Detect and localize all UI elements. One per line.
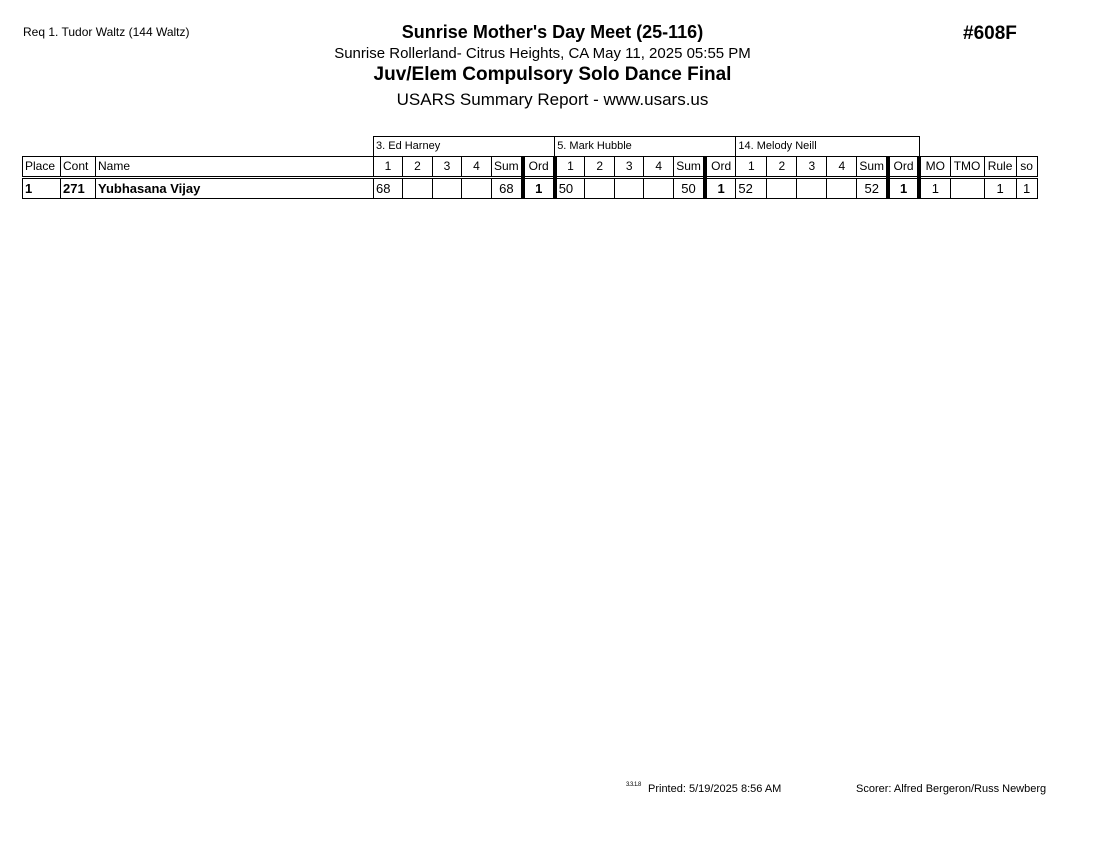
col-j1-4: 4 — [461, 156, 492, 179]
col-j1-sum: Sum — [490, 156, 524, 179]
col-cont: Cont — [60, 156, 96, 179]
col-name: Name — [95, 156, 374, 179]
col-j1-3: 3 — [432, 156, 462, 179]
tmo-cell — [949, 177, 985, 199]
col-tmo: TMO — [949, 156, 985, 179]
j3-score-4 — [826, 177, 858, 199]
j1-sum: 68 — [490, 177, 524, 199]
col-j2-ord: Ord — [702, 156, 737, 179]
j3-score-2 — [766, 177, 798, 199]
column-header-row: Place Cont Name 1 2 3 4 Sum Ord 1 2 3 4 … — [22, 156, 1038, 179]
table-row: 1 271 Yubhasana Vijay 68 68 1 50 50 1 52… — [22, 177, 1038, 199]
event-code: #608F — [963, 23, 1017, 44]
judge-name: 14. Melody Neill — [735, 136, 920, 157]
j3-score-3 — [796, 177, 828, 199]
request-label: Req 1. Tudor Waltz (144 Waltz) — [23, 25, 190, 39]
j3-ord: 1 — [886, 177, 920, 199]
j2-ord: 1 — [702, 177, 737, 199]
col-mo: MO — [917, 156, 951, 179]
report-title: USARS Summary Report - www.usars.us — [396, 90, 709, 109]
so-cell: 1 — [1015, 177, 1038, 199]
mo-cell: 1 — [917, 177, 951, 199]
name-cell: Yubhasana Vijay — [95, 177, 374, 199]
meet-title: Sunrise Mother's Day Meet (25-116) — [401, 22, 704, 42]
place-cell: 1 — [22, 177, 61, 199]
j1-score-1: 68 — [373, 177, 403, 199]
cont-cell: 271 — [60, 177, 96, 199]
col-j1-1: 1 — [373, 156, 403, 179]
j3-sum: 52 — [856, 177, 889, 199]
col-so: so — [1015, 156, 1038, 179]
col-j2-2: 2 — [584, 156, 616, 179]
results-table: 3. Ed Harney 5. Mark Hubble 14. Melody N… — [22, 136, 1038, 199]
j2-score-3 — [614, 177, 645, 199]
blank — [919, 137, 1037, 157]
judge-name: 5. Mark Hubble — [554, 136, 737, 157]
j3-score-1: 52 — [735, 177, 768, 199]
j1-score-3 — [432, 177, 462, 199]
col-j2-3: 3 — [614, 156, 645, 179]
j2-score-1: 50 — [552, 177, 586, 199]
event-title: Juv/Elem Compulsory Solo Dance Final — [373, 64, 732, 85]
rule-cell: 1 — [983, 177, 1017, 199]
col-j2-4: 4 — [643, 156, 675, 179]
col-j3-ord: Ord — [886, 156, 920, 179]
scorer-label: Scorer: Alfred Bergeron/Russ Newberg — [856, 783, 1047, 795]
col-rule: Rule — [983, 156, 1017, 179]
col-place: Place — [22, 156, 61, 179]
printed-date: Printed: 5/19/2025 8:56 AM — [648, 783, 782, 795]
j2-sum: 50 — [673, 177, 706, 199]
j1-score-4 — [461, 177, 492, 199]
col-j2-1: 1 — [552, 156, 586, 179]
judge-name: 3. Ed Harney — [372, 136, 556, 157]
j1-score-2 — [402, 177, 433, 199]
j1-ord: 1 — [520, 177, 556, 199]
j2-score-2 — [584, 177, 616, 199]
col-j3-2: 2 — [766, 156, 798, 179]
judge-header-row: 3. Ed Harney 5. Mark Hubble 14. Melody N… — [23, 136, 1038, 157]
col-j3-4: 4 — [826, 156, 858, 179]
col-j3-3: 3 — [796, 156, 828, 179]
blank — [23, 137, 374, 157]
col-j1-ord: Ord — [520, 156, 556, 179]
version-label: 3.3.1.8 — [626, 782, 641, 788]
location-date: Sunrise Rollerland- Citrus Heights, CA M… — [334, 45, 751, 62]
col-j3-sum: Sum — [856, 156, 889, 179]
j2-score-4 — [643, 177, 675, 199]
col-j1-2: 2 — [402, 156, 433, 179]
col-j3-1: 1 — [735, 156, 768, 179]
col-j2-sum: Sum — [673, 156, 706, 179]
